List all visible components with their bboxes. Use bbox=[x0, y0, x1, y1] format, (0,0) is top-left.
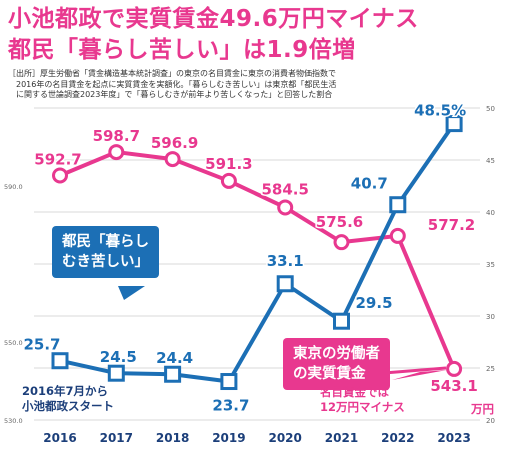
real-wage-point bbox=[164, 151, 181, 168]
left-tick-label: 550.0 bbox=[4, 339, 23, 347]
hardship-point bbox=[164, 365, 182, 383]
x-axis-labels: 2016 2017 2018 2019 2020 2021 2022 2023 bbox=[43, 431, 471, 445]
plot-area: 592.7 598.7 596.9 591.3 584.5 575.6 577.2 543.1… bbox=[22, 100, 479, 416]
callout-pointer-blue bbox=[118, 286, 145, 300]
hardship-data-label: 33.1 bbox=[267, 252, 304, 270]
real-wage-point bbox=[220, 172, 237, 189]
callout-line: 東京の労働者 bbox=[293, 346, 380, 362]
left-tick-label: 530.0 bbox=[4, 417, 23, 425]
hardship-line bbox=[59, 122, 456, 384]
real-wage-point bbox=[333, 234, 350, 251]
hardship-data-label: 40.7 bbox=[351, 175, 388, 193]
right-tick-label: 35 bbox=[486, 261, 495, 269]
real-wage-line bbox=[59, 150, 456, 370]
right-tick-label: 50 bbox=[486, 105, 495, 113]
hardship-point bbox=[276, 275, 294, 293]
x-tick-label: 2021 bbox=[325, 431, 358, 445]
right-axis-ticks: 20 25 30 35 40 45 50 bbox=[486, 105, 495, 425]
x-tick-label: 2022 bbox=[381, 431, 414, 445]
chart-subtitle: 都民「暮らし苦しい」は1.9倍増 bbox=[8, 37, 356, 63]
x-tick-label: 2018 bbox=[156, 431, 189, 445]
hardship-point bbox=[389, 196, 407, 214]
callout-line: 都民「暮らし bbox=[62, 234, 149, 250]
note-line: 小池都政スタート bbox=[22, 399, 114, 413]
hardship-point bbox=[220, 373, 238, 391]
x-tick-label: 2020 bbox=[268, 431, 301, 445]
note-nominal-wages: 名目賃金では 12万円マイナス bbox=[320, 385, 405, 415]
hardship-data-label: 24.5 bbox=[100, 348, 137, 366]
callout-pointer-pink bbox=[392, 370, 447, 380]
x-tick-label: 2016 bbox=[43, 431, 76, 445]
chart-title: 小池都政で実質賃金49.6万円マイナス bbox=[8, 6, 419, 32]
source-line: ［出所］厚生労働省「賃金構造基本統計調査」の東京の名目賃金に東京の消費者物価指数… bbox=[8, 69, 336, 78]
source-line: に関する世論調査2023年度」で「暮らしむきが前年より苦しくなった」と回答した割… bbox=[8, 90, 333, 99]
right-tick-label: 45 bbox=[486, 157, 495, 165]
real-wage-data-label: 577.2 bbox=[428, 216, 475, 234]
note-koike-start: 2016年7月から 小池都政スタート bbox=[22, 384, 114, 414]
hardship-data-label: 24.4 bbox=[156, 349, 193, 367]
right-tick-label: 30 bbox=[486, 313, 495, 321]
x-tick-label: 2017 bbox=[100, 431, 133, 445]
left-tick-label: 590.0 bbox=[4, 183, 23, 191]
note-line: 12万円マイナス bbox=[320, 400, 405, 414]
real-wage-point bbox=[277, 199, 294, 216]
source-note: ［出所］厚生労働省「賃金構造基本統計調査」の東京の名目賃金に東京の消費者物価指数… bbox=[8, 69, 488, 101]
hardship-point bbox=[445, 115, 463, 133]
hardship-point bbox=[51, 352, 69, 370]
callout-line: むき苦しい」 bbox=[62, 254, 149, 270]
hardship-data-label: 25.7 bbox=[23, 336, 60, 354]
hardship-point bbox=[333, 312, 350, 330]
real-wage-data-label: 591.3 bbox=[205, 155, 252, 173]
right-tick-label: 40 bbox=[486, 209, 495, 217]
note-line: 2016年7月から bbox=[22, 384, 109, 398]
real-wage-data-label: 592.7 bbox=[34, 150, 81, 168]
hardship-data-label: 48.5% bbox=[414, 102, 466, 120]
unit-label: 万円 bbox=[471, 402, 494, 416]
real-wage-data-label: 598.7 bbox=[93, 127, 140, 145]
real-wage-point bbox=[108, 144, 125, 161]
real-wage-data-label: 596.9 bbox=[151, 134, 198, 152]
real-wage-data-label: 543.1 bbox=[430, 377, 477, 395]
right-tick-label: 25 bbox=[486, 365, 495, 373]
hardship-data-label: 29.5 bbox=[356, 294, 393, 312]
real-wage-point bbox=[389, 227, 406, 244]
note-line: 名目賃金では bbox=[320, 385, 389, 399]
hardship-data-label: 23.7 bbox=[212, 397, 249, 415]
real-wage-point bbox=[446, 360, 463, 377]
source-line: 2016年の名目賃金を起点に実質賃金を実額化。「暮らしむき苦しい」は東京都「都民… bbox=[8, 79, 337, 89]
callout-line: の実質賃金 bbox=[293, 366, 366, 382]
x-tick-label: 2019 bbox=[212, 431, 245, 445]
callout-living-hardship: 都民「暮らし むき苦しい」 bbox=[52, 226, 159, 278]
hardship-point bbox=[107, 364, 125, 382]
x-tick-label: 2023 bbox=[437, 431, 470, 445]
right-tick-label: 20 bbox=[486, 417, 495, 425]
callout-real-wages: 東京の労働者 の実質賃金 bbox=[283, 338, 390, 390]
real-wage-data-label: 575.6 bbox=[316, 213, 363, 231]
left-axis-ticks: 530.0 550.0 590.0 bbox=[4, 183, 23, 425]
real-wage-data-label: 584.5 bbox=[261, 180, 308, 198]
real-wage-point bbox=[52, 167, 68, 184]
